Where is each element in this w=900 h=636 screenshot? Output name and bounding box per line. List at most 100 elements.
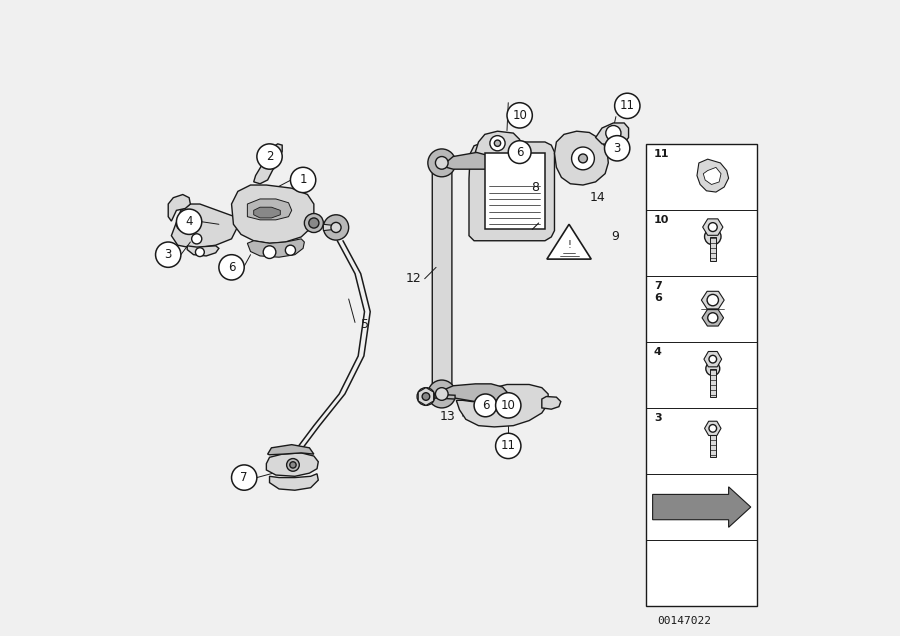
Polygon shape [704,352,722,367]
Circle shape [508,141,531,163]
Polygon shape [248,199,292,220]
Circle shape [290,462,296,468]
Polygon shape [429,394,455,399]
Polygon shape [248,239,304,257]
Text: 9: 9 [611,230,619,244]
Polygon shape [432,163,452,395]
Circle shape [707,313,718,323]
Text: 6: 6 [516,146,524,158]
Polygon shape [442,384,507,401]
Polygon shape [542,396,561,409]
Circle shape [219,254,244,280]
Text: 2: 2 [266,150,274,163]
Bar [709,237,716,261]
Text: 3: 3 [614,142,621,155]
Text: 00147022: 00147022 [657,616,711,626]
Polygon shape [254,144,283,184]
Text: 4: 4 [185,215,193,228]
Circle shape [436,388,448,400]
Polygon shape [456,385,548,427]
Circle shape [309,218,319,228]
Circle shape [291,167,316,193]
Circle shape [176,209,202,235]
Circle shape [709,425,716,432]
Text: 7
6: 7 6 [654,281,662,303]
Circle shape [496,392,521,418]
Polygon shape [187,245,219,256]
Circle shape [496,433,521,459]
Text: 13: 13 [439,410,455,423]
Circle shape [192,234,202,244]
Circle shape [709,356,716,363]
Circle shape [428,380,455,408]
Text: !: ! [567,240,571,249]
Circle shape [707,294,718,306]
Circle shape [708,223,717,232]
Bar [436,172,444,388]
Polygon shape [323,225,335,231]
Polygon shape [254,207,280,218]
Circle shape [507,102,532,128]
Circle shape [231,465,256,490]
Polygon shape [554,131,608,185]
Polygon shape [469,142,554,241]
Circle shape [705,228,721,245]
Circle shape [417,388,435,405]
Polygon shape [418,388,434,405]
Text: 3: 3 [165,248,172,261]
Polygon shape [702,310,724,326]
Text: 3: 3 [654,413,662,423]
Text: 11: 11 [620,99,634,113]
Text: 6: 6 [482,399,490,412]
Circle shape [304,214,323,233]
Text: 1: 1 [300,174,307,186]
Circle shape [195,247,204,256]
Circle shape [706,362,720,376]
Circle shape [176,218,189,231]
Circle shape [428,149,455,177]
Circle shape [285,245,295,255]
Text: 10: 10 [654,215,670,225]
Polygon shape [705,421,721,436]
Polygon shape [701,291,724,309]
Circle shape [263,245,276,258]
Circle shape [494,140,500,146]
Circle shape [615,93,640,118]
Polygon shape [703,219,723,235]
Polygon shape [442,152,510,169]
Circle shape [572,147,594,170]
Polygon shape [652,487,751,527]
Polygon shape [171,204,238,248]
Circle shape [579,154,588,163]
Polygon shape [168,195,191,221]
Circle shape [502,401,511,410]
Polygon shape [231,185,314,244]
Text: 7: 7 [240,471,248,484]
Text: 11: 11 [654,149,670,159]
Text: 4: 4 [654,347,662,357]
Bar [485,153,545,230]
Circle shape [490,135,505,151]
Circle shape [331,223,341,233]
Circle shape [156,242,181,267]
Polygon shape [697,159,729,192]
Text: 14: 14 [590,191,605,204]
Text: 10: 10 [512,109,527,122]
Circle shape [605,135,630,161]
Bar [709,434,716,457]
Polygon shape [547,225,591,259]
Circle shape [256,144,283,169]
Circle shape [496,394,518,417]
Text: 6: 6 [228,261,235,274]
Text: 11: 11 [500,439,516,452]
Circle shape [606,125,621,141]
Circle shape [436,156,448,169]
Text: 10: 10 [500,399,516,412]
Circle shape [474,394,497,417]
Polygon shape [267,445,314,455]
Polygon shape [475,131,519,155]
Text: 8: 8 [531,181,539,194]
Bar [709,369,716,397]
Circle shape [286,459,300,471]
Polygon shape [703,167,721,184]
